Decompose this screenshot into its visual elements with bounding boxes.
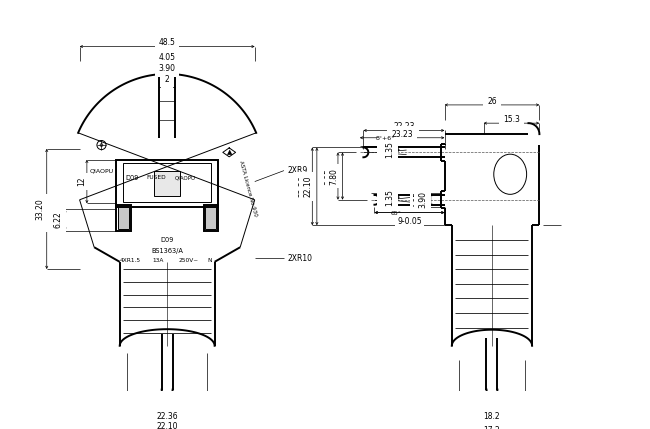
Text: 1.35: 1.35 <box>385 142 395 158</box>
Text: 22.36: 22.36 <box>157 411 178 420</box>
Text: 1.85: 1.85 <box>381 188 390 205</box>
Bar <box>118 207 129 229</box>
Text: 18.2: 18.2 <box>484 411 501 420</box>
Text: 2XR10: 2XR10 <box>287 254 313 263</box>
Text: 6.22: 6.22 <box>53 211 62 228</box>
Text: 48.5: 48.5 <box>159 38 176 47</box>
Text: QIAOPU: QIAOPU <box>90 168 114 173</box>
Text: 4.05: 4.05 <box>159 53 176 62</box>
Text: 3.90: 3.90 <box>159 64 176 73</box>
Text: 9-0.05: 9-0.05 <box>397 217 422 226</box>
Text: 23.23: 23.23 <box>391 130 413 139</box>
Text: 22.10: 22.10 <box>304 175 312 197</box>
Text: 65°: 65° <box>391 211 402 216</box>
Text: 8.05: 8.05 <box>324 168 333 184</box>
Text: 12: 12 <box>77 177 86 186</box>
Text: 17.2: 17.2 <box>484 426 501 429</box>
Text: 22.10: 22.10 <box>157 423 178 429</box>
Text: 22.36: 22.36 <box>299 175 307 197</box>
Text: QIAOPU: QIAOPU <box>175 175 196 181</box>
Text: 1.85: 1.85 <box>381 141 390 157</box>
Text: D09: D09 <box>125 175 138 181</box>
Bar <box>124 163 211 202</box>
Text: BS1363/A: BS1363/A <box>151 248 183 254</box>
Text: 4XR1.5: 4XR1.5 <box>120 257 141 263</box>
Bar <box>116 205 131 231</box>
Text: 33.20: 33.20 <box>35 198 44 220</box>
Bar <box>205 207 216 229</box>
Text: 26: 26 <box>487 97 497 106</box>
Text: 2XR9: 2XR9 <box>287 166 308 175</box>
Text: ASTA Licence No.930: ASTA Licence No.930 <box>237 160 257 218</box>
Text: D09: D09 <box>161 237 174 243</box>
Text: 7.80: 7.80 <box>329 168 338 184</box>
Text: 6.48: 6.48 <box>49 211 58 228</box>
Bar <box>116 160 218 207</box>
Text: 2: 2 <box>165 76 170 85</box>
Text: 1.35: 1.35 <box>385 189 395 206</box>
Bar <box>203 205 218 231</box>
Text: 22.23: 22.23 <box>393 122 415 131</box>
Text: 13A: 13A <box>153 257 164 263</box>
Text: 15.3: 15.3 <box>503 115 520 124</box>
Text: N: N <box>207 257 212 263</box>
Text: FUSED: FUSED <box>146 175 166 181</box>
Text: ▲: ▲ <box>226 149 232 155</box>
Bar <box>155 171 180 196</box>
Text: 8°+6°: 8°+6° <box>376 136 395 142</box>
Text: 250V~: 250V~ <box>178 257 198 263</box>
Text: 4.05: 4.05 <box>413 191 423 208</box>
Text: 3.90: 3.90 <box>418 191 427 208</box>
